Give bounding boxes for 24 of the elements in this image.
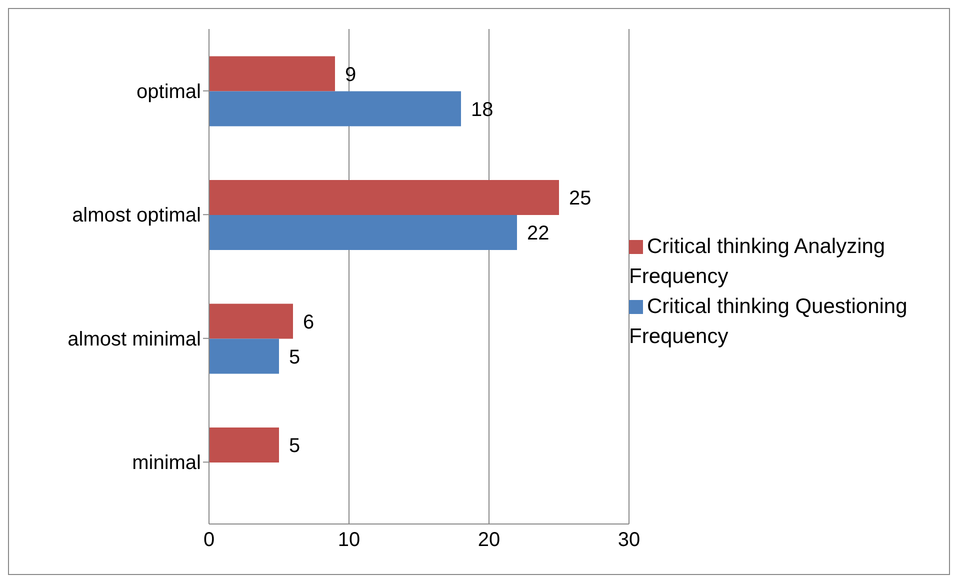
y-tick-label: almost minimal	[68, 328, 201, 350]
legend-label: Critical thinking Analyzing Frequency	[629, 234, 886, 288]
legend-label: Critical thinking Questioning Frequency	[629, 294, 908, 348]
y-tick-label: almost optimal	[72, 204, 201, 227]
bar	[209, 91, 461, 126]
bar	[209, 304, 293, 339]
data-label: 5	[289, 346, 300, 368]
bar	[209, 56, 335, 92]
y-tick-label: minimal	[132, 452, 201, 474]
x-tick-label: 20	[478, 529, 500, 552]
data-label: 6	[303, 311, 314, 334]
bar	[209, 180, 559, 215]
data-label: 18	[471, 98, 494, 121]
bar	[209, 214, 517, 250]
bar	[209, 427, 279, 462]
x-tick-label: 30	[618, 529, 640, 552]
data-label: 5	[289, 435, 300, 458]
data-label: 25	[569, 188, 592, 210]
x-tick-label: 10	[338, 529, 360, 552]
y-tick-label: optimal	[136, 80, 201, 103]
data-label: 9	[345, 64, 356, 86]
data-label: 22	[527, 222, 550, 245]
x-tick-label: 0	[203, 529, 215, 552]
bar	[209, 338, 279, 374]
